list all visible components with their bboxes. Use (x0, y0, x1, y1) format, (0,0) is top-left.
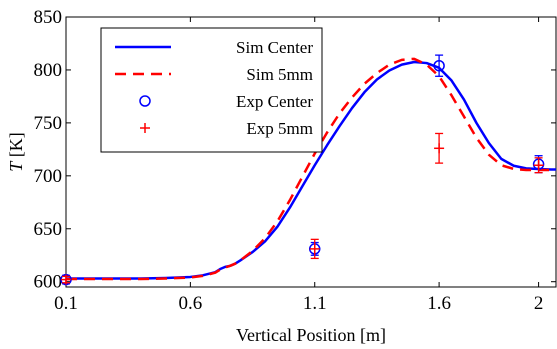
exp-5mm-point (61, 274, 71, 285)
marker-circle (433, 59, 445, 72)
legend-label-sim-5mm: Sim 5mm (246, 65, 313, 84)
y-axis-title: T [K] (6, 132, 26, 172)
y-tick-label: 700 (34, 166, 63, 187)
x-tick-label: 0.1 (54, 293, 78, 314)
y-tick-label: 650 (34, 219, 63, 240)
y-tick-label: 600 (34, 272, 63, 293)
y-tick-label: 800 (34, 60, 63, 81)
y-axis-title-unit: [K] (6, 132, 26, 162)
y-tick-label: 850 (34, 7, 63, 28)
legend-swatch-exp-5mm (140, 123, 150, 133)
legend-swatch-exp-center (139, 95, 151, 107)
legend-label-exp-center: Exp Center (236, 92, 313, 111)
x-tick-label: 0.6 (178, 293, 202, 314)
sim-center-line (66, 60, 556, 280)
axis-ticks: 0.1 0.6 1.1 1.6 2 600 650 700 750 800 850 (34, 7, 556, 314)
x-tick-label: 2 (534, 293, 544, 314)
legend: Sim Center Sim 5mm Exp Center Exp 5mm (100, 27, 323, 153)
exp-5mm-point (309, 238, 320, 260)
data-series (66, 57, 556, 281)
x-tick-label: 1.1 (303, 293, 327, 314)
legend-label-exp-5mm: Exp 5mm (246, 119, 313, 138)
exp-5mm-point (533, 157, 544, 174)
exp-center-point (433, 54, 445, 77)
legend-box (100, 27, 323, 153)
data-markers (60, 54, 545, 286)
sim-5mm-line (66, 57, 556, 281)
plot-area (65, 16, 557, 288)
y-axis-title-symbol: T (6, 160, 26, 172)
x-axis-title: Vertical Position [m] (236, 325, 386, 345)
legend-label-sim-center: Sim Center (236, 38, 313, 57)
x-tick-label: 1.6 (427, 293, 451, 314)
y-tick-label: 750 (34, 113, 63, 134)
exp-5mm-point (434, 132, 445, 164)
